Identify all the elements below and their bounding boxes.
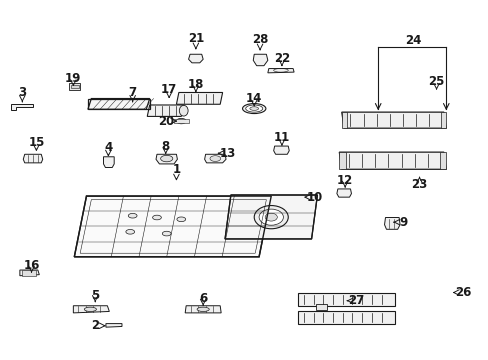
Ellipse shape [176, 118, 186, 124]
Polygon shape [188, 54, 203, 63]
Text: 8: 8 [161, 140, 169, 153]
Polygon shape [339, 152, 345, 169]
Polygon shape [103, 157, 114, 167]
Polygon shape [441, 112, 446, 128]
Bar [297, 293, 394, 306]
Polygon shape [20, 270, 39, 276]
Polygon shape [440, 152, 446, 169]
Ellipse shape [160, 156, 172, 162]
Ellipse shape [179, 105, 188, 116]
Ellipse shape [128, 213, 137, 218]
Text: 26: 26 [454, 286, 470, 299]
Text: 1: 1 [172, 163, 180, 176]
Text: 21: 21 [187, 32, 203, 45]
Text: 11: 11 [273, 131, 289, 144]
Polygon shape [273, 146, 288, 154]
Polygon shape [106, 324, 122, 327]
Polygon shape [384, 217, 399, 229]
Text: 24: 24 [405, 34, 421, 47]
Text: 13: 13 [219, 147, 235, 160]
Ellipse shape [152, 215, 161, 220]
Polygon shape [204, 154, 225, 163]
Text: 16: 16 [23, 258, 40, 271]
Text: 5: 5 [91, 288, 99, 302]
Ellipse shape [242, 104, 265, 113]
Bar [69, 83, 80, 90]
Ellipse shape [162, 231, 171, 236]
Ellipse shape [84, 307, 96, 311]
Polygon shape [253, 54, 267, 66]
Text: 28: 28 [251, 33, 268, 46]
Polygon shape [224, 195, 317, 239]
Text: 19: 19 [65, 72, 81, 85]
Ellipse shape [197, 307, 209, 311]
Text: 18: 18 [187, 78, 203, 91]
Polygon shape [336, 189, 351, 197]
Text: 15: 15 [28, 136, 44, 149]
Ellipse shape [264, 213, 277, 221]
Text: 27: 27 [347, 294, 364, 307]
Ellipse shape [125, 229, 134, 234]
Text: 6: 6 [199, 292, 207, 305]
Text: 12: 12 [336, 174, 352, 186]
Text: 25: 25 [427, 75, 444, 88]
Text: 3: 3 [18, 86, 26, 99]
Text: 10: 10 [306, 191, 323, 204]
Text: 14: 14 [245, 92, 262, 105]
Ellipse shape [254, 206, 287, 229]
Polygon shape [156, 154, 177, 164]
Bar [297, 311, 394, 324]
Polygon shape [341, 112, 446, 128]
Text: 7: 7 [128, 86, 137, 99]
Ellipse shape [259, 209, 283, 225]
Text: 2: 2 [91, 319, 99, 332]
Bar [88, 99, 149, 109]
Text: 4: 4 [104, 141, 112, 154]
Polygon shape [185, 306, 221, 313]
Ellipse shape [245, 105, 262, 112]
Ellipse shape [177, 217, 185, 222]
Polygon shape [147, 105, 183, 116]
Polygon shape [11, 104, 33, 111]
Bar [71, 85, 79, 88]
Polygon shape [73, 306, 109, 313]
Polygon shape [88, 99, 149, 109]
Text: 9: 9 [398, 216, 407, 229]
Polygon shape [176, 93, 222, 104]
Ellipse shape [249, 107, 258, 111]
Ellipse shape [209, 156, 220, 161]
Polygon shape [74, 196, 271, 257]
Bar [316, 303, 326, 310]
Polygon shape [341, 112, 346, 128]
Text: 23: 23 [410, 178, 427, 191]
Polygon shape [23, 154, 42, 163]
Text: 22: 22 [273, 52, 289, 65]
Polygon shape [339, 152, 446, 169]
Text: 20: 20 [158, 114, 175, 127]
Polygon shape [267, 68, 293, 73]
Bar [174, 119, 188, 123]
Text: 17: 17 [161, 84, 177, 96]
Bar [22, 270, 36, 276]
